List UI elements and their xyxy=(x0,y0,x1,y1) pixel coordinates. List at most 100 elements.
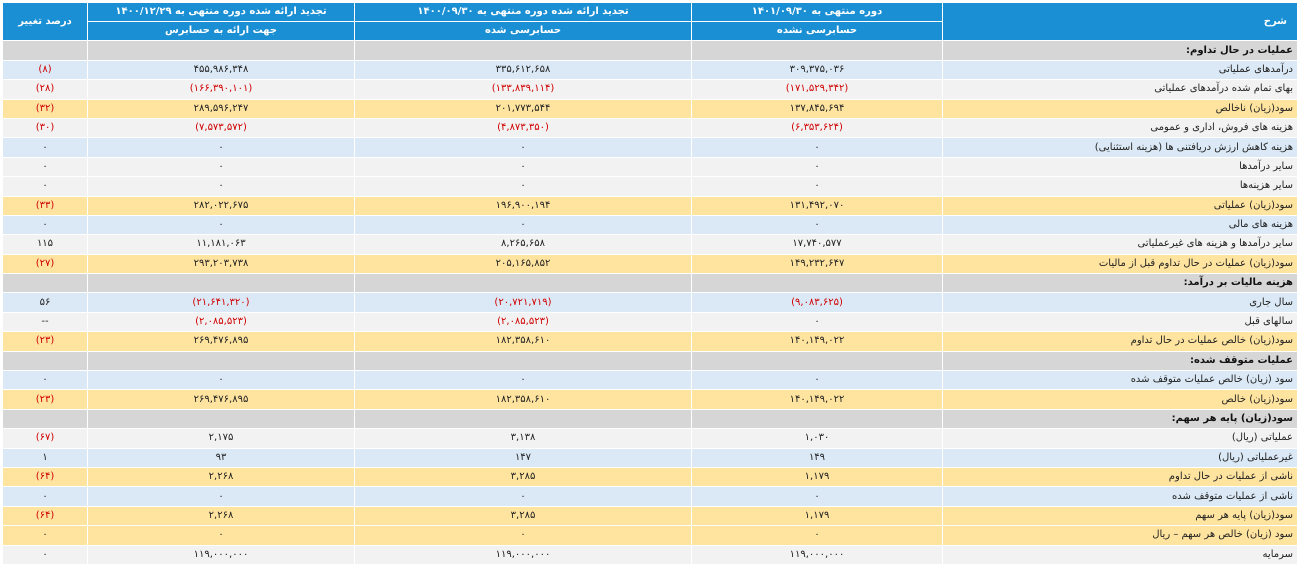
value-change-percent: ۰ xyxy=(2,544,88,565)
value-prior-period: (۴,۸۷۳,۳۵۰) xyxy=(354,117,692,139)
value-prior-period: ۰ xyxy=(354,156,692,178)
value-current-period: ۱۴۹ xyxy=(691,447,943,468)
value-change-percent: ۰ xyxy=(2,525,88,546)
value-change-percent: ۱۱۵ xyxy=(2,234,88,255)
row-label: سود(زیان) عملیاتی xyxy=(942,195,1298,216)
value-prior-period: ۳,۲۸۵ xyxy=(354,466,692,488)
value-annual-period: ۰ xyxy=(87,156,355,178)
table-row: سود(زیان) پایه هر سهم ۱,۱۷۹ ۳,۲۸۵ ۲,۲۶۸ (۶۴) xyxy=(2,505,1298,527)
value-prior-period: ۰ xyxy=(354,370,692,391)
value-prior-period: ۱۱۹,۰۰۰,۰۰۰ xyxy=(354,544,692,565)
value-change-percent: (۶۴) xyxy=(2,466,88,488)
value-annual-period: ۰ xyxy=(87,525,355,546)
section-empty-cell xyxy=(2,408,88,430)
section-header-row: عملیات متوقف شده: xyxy=(2,350,1298,372)
section-empty-cell xyxy=(691,408,943,430)
header-annual-audit-status: جهت ارائه به حسابرس xyxy=(87,21,355,42)
value-current-period: ۱۱۹,۰۰۰,۰۰۰ xyxy=(691,544,943,565)
value-current-period: ۱,۰۳۰ xyxy=(691,428,943,449)
value-current-period: ۰ xyxy=(691,214,943,236)
value-prior-period: (۲,۰۸۵,۵۲۳) xyxy=(354,311,692,333)
value-change-percent: ۵۶ xyxy=(2,292,88,313)
table-row: سایر درآمدها و هزینه های غیرعملیاتی ۱۷,۷۴… xyxy=(2,234,1298,255)
value-change-percent: (۶۴) xyxy=(2,505,88,527)
value-current-period: (۹,۰۸۳,۶۲۵) xyxy=(691,292,943,313)
table-row: ناشی از عملیات در حال تداوم ۱,۱۷۹ ۳,۲۸۵ ۲,۲… xyxy=(2,466,1298,488)
row-label: غیرعملیاتی (ریال) xyxy=(942,447,1298,468)
value-annual-period: ۲۸۹,۵۹۶,۲۴۷ xyxy=(87,98,355,119)
value-change-percent: ۰ xyxy=(2,176,88,197)
table-row: هزینه های فروش، اداری و عمومی (۶,۳۵۳,۶۲۴)… xyxy=(2,117,1298,139)
table-row: سود(زیان) ناخالص ۱۳۷,۸۴۵,۶۹۴ ۲۰۱,۷۷۳,۵۴۴ ۲۸… xyxy=(2,98,1298,119)
table-row: سود (زیان) خالص عملیات متوقف شده ۰ ۰ ۰ ۰ xyxy=(2,370,1298,391)
section-empty-cell xyxy=(2,350,88,372)
value-prior-period: ۰ xyxy=(354,137,692,158)
value-change-percent: ۰ xyxy=(2,214,88,236)
header-description: شرح xyxy=(942,1,1298,42)
value-change-percent: (۶۷) xyxy=(2,428,88,449)
value-annual-period: ۲۶۹,۴۷۶,۸۹۵ xyxy=(87,331,355,352)
value-change-percent: (۲۳) xyxy=(2,389,88,410)
row-label: هزینه کاهش ارزش دریافتنی ها (هزینه استثن… xyxy=(942,137,1298,158)
table-row: سود(زیان) خالص ۱۴۰,۱۴۹,۰۲۲ ۱۸۲,۳۵۸,۶۱۰ ۲۶۹,… xyxy=(2,389,1298,410)
table-row: عملیاتی (ریال) ۱,۰۳۰ ۳,۱۳۸ ۲,۱۷۵ (۶۷) xyxy=(2,428,1298,449)
value-prior-period: ۰ xyxy=(354,525,692,546)
value-annual-period: ۰ xyxy=(87,370,355,391)
table-row: هزینه کاهش ارزش دریافتنی ها (هزینه استثن… xyxy=(2,137,1298,158)
value-annual-period: ۹۳ xyxy=(87,447,355,468)
value-change-percent: ۰ xyxy=(2,486,88,507)
section-empty-cell xyxy=(87,40,355,61)
table-row: سرمایه ۱۱۹,۰۰۰,۰۰۰ ۱۱۹,۰۰۰,۰۰۰ ۱۱۹,۰۰۰,۰۰۰ ۰ xyxy=(2,544,1298,565)
value-prior-period: ۳,۲۸۵ xyxy=(354,505,692,527)
row-label: سود (زیان) خالص عملیات متوقف شده xyxy=(942,370,1298,391)
row-label: سود(زیان) خالص عملیات در حال تداوم xyxy=(942,331,1298,352)
value-change-percent: ۰ xyxy=(2,137,88,158)
section-empty-cell xyxy=(354,40,692,61)
section-empty-cell xyxy=(2,40,88,61)
value-change-percent: ۰ xyxy=(2,370,88,391)
value-change-percent: (۳۲) xyxy=(2,98,88,119)
value-current-period: ۰ xyxy=(691,370,943,391)
value-annual-period: ۱۱,۱۸۱,۰۶۳ xyxy=(87,234,355,255)
section-empty-cell xyxy=(691,273,943,294)
row-label: سایر درآمدها xyxy=(942,156,1298,178)
section-header-row: هزینه مالیات بر درآمد: xyxy=(2,273,1298,294)
value-current-period: ۱۴۰,۱۴۹,۰۲۲ xyxy=(691,331,943,352)
value-change-percent: ۰ xyxy=(2,156,88,178)
income-statement-table: شرح دوره منتهی به ۱۴۰۱/۰۹/۳۰ تجدید ارائه… xyxy=(2,1,1298,565)
table-row: بهای تمام شده درآمدهای عملیاتی (۱۷۱,۵۲۹,۳… xyxy=(2,79,1298,100)
value-annual-period: ۲۶۹,۴۷۶,۸۹۵ xyxy=(87,389,355,410)
row-label: هزینه های مالی xyxy=(942,214,1298,236)
row-label: سایر هزینه‌ها xyxy=(942,176,1298,197)
value-change-percent: (۲۷) xyxy=(2,253,88,275)
value-current-period: ۳۰۹,۳۷۵,۰۳۶ xyxy=(691,59,943,81)
value-current-period: ۰ xyxy=(691,137,943,158)
header-period-annual: تجدید ارائه شده دوره منتهی به ۱۴۰۰/۱۲/۲۹ xyxy=(87,1,355,23)
value-current-period: ۰ xyxy=(691,311,943,333)
value-change-percent: (۳۰) xyxy=(2,117,88,139)
value-current-period: ۰ xyxy=(691,525,943,546)
value-annual-period: ۲۸۲,۰۲۲,۶۷۵ xyxy=(87,195,355,216)
value-change-percent: (۲۸) xyxy=(2,79,88,100)
value-annual-period: ۲۹۳,۲۰۳,۷۳۸ xyxy=(87,253,355,275)
value-prior-period: ۰ xyxy=(354,214,692,236)
value-current-period: ۰ xyxy=(691,486,943,507)
section-empty-cell xyxy=(354,273,692,294)
value-prior-period: ۲۰۱,۷۷۳,۵۴۴ xyxy=(354,98,692,119)
value-prior-period: ۰ xyxy=(354,486,692,507)
section-empty-cell xyxy=(691,40,943,61)
table-row: سایر درآمدها ۰ ۰ ۰ ۰ xyxy=(2,156,1298,178)
value-change-percent: (۳۳) xyxy=(2,195,88,216)
value-annual-period: (۲۱,۶۴۱,۳۲۰) xyxy=(87,292,355,313)
row-label: سایر درآمدها و هزینه های غیرعملیاتی xyxy=(942,234,1298,255)
value-annual-period: ۲,۲۶۸ xyxy=(87,466,355,488)
value-prior-period: ۰ xyxy=(354,176,692,197)
header-row: شرح دوره منتهی به ۱۴۰۱/۰۹/۳۰ تجدید ارائه… xyxy=(2,1,1298,42)
row-label: عملیاتی (ریال) xyxy=(942,428,1298,449)
value-annual-period: ۴۵۵,۹۸۶,۳۴۸ xyxy=(87,59,355,81)
row-label: سالهای قبل xyxy=(942,311,1298,333)
value-current-period: (۶,۳۵۳,۶۲۴) xyxy=(691,117,943,139)
value-prior-period: ۸,۲۶۵,۶۵۸ xyxy=(354,234,692,255)
table-body: عملیات در حال تداوم: درآمدهای عملیاتی ۳۰۹,… xyxy=(2,40,1298,565)
table-row: غیرعملیاتی (ریال) ۱۴۹ ۱۴۷ ۹۳ ۱ xyxy=(2,447,1298,468)
